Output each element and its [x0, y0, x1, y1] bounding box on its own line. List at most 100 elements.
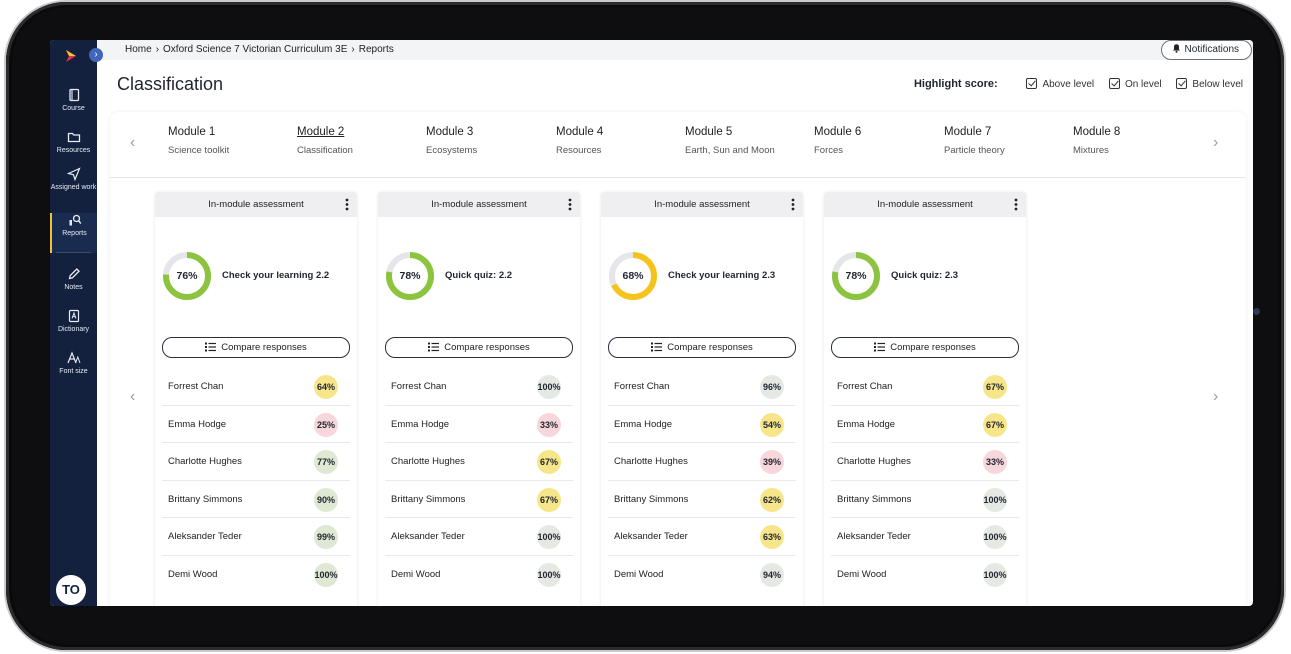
student-row[interactable]: Brittany Simmons 90%: [162, 481, 350, 518]
student-row[interactable]: Brittany Simmons 100%: [831, 481, 1019, 518]
assessment-name[interactable]: Check your learning 2.3: [668, 270, 776, 281]
assessment-name[interactable]: Quick quiz: 2.3: [891, 270, 959, 281]
compare-responses-button[interactable]: Compare responses: [608, 337, 796, 358]
student-row[interactable]: Emma Hodge 54%: [608, 406, 796, 443]
assessment-name[interactable]: Check your learning 2.2: [222, 270, 330, 281]
sidebar-item-label: Resources: [56, 147, 91, 154]
student-row[interactable]: Brittany Simmons 67%: [385, 481, 573, 518]
sidebar-item-resources[interactable]: Resources: [50, 130, 97, 170]
student-row[interactable]: Forrest Chan 64%: [162, 368, 350, 406]
tablet-frame: › Course Resources Assigned work Reports…: [6, 2, 1284, 650]
checkbox-on-level[interactable]: On level: [1108, 78, 1162, 90]
tab-module-4[interactable]: Module 4 Resources: [556, 126, 681, 156]
student-row[interactable]: Brittany Simmons 62%: [608, 481, 796, 518]
student-name: Forrest Chan: [168, 381, 224, 392]
compare-responses-button[interactable]: Compare responses: [162, 337, 350, 358]
tab-module-5[interactable]: Module 5 Earth, Sun and Moon: [685, 126, 810, 156]
student-score-badge: 90%: [314, 487, 338, 512]
student-row[interactable]: Aleksander Teder 63%: [608, 518, 796, 556]
student-row[interactable]: Emma Hodge 67%: [831, 406, 1019, 443]
more-options-icon[interactable]: [568, 198, 572, 211]
student-row[interactable]: Forrest Chan 67%: [831, 368, 1019, 406]
assessment-name[interactable]: Quick quiz: 2.2: [445, 270, 513, 281]
sidebar-item-assigned-work[interactable]: Assigned work: [50, 167, 97, 207]
student-score-badge: 77%: [314, 450, 338, 474]
student-row[interactable]: Charlotte Hughes 77%: [162, 443, 350, 481]
student-row[interactable]: Charlotte Hughes 67%: [385, 443, 573, 481]
student-row[interactable]: Emma Hodge 33%: [385, 406, 573, 443]
more-options-icon[interactable]: [791, 198, 795, 211]
student-row[interactable]: Emma Hodge 25%: [162, 406, 350, 443]
tab-module-8[interactable]: Module 8 Mixtures: [1073, 126, 1198, 156]
tab-subtitle: Science toolkit: [168, 145, 230, 156]
student-row[interactable]: Demi Wood 100%: [162, 556, 350, 594]
student-score-badge: 100%: [314, 562, 338, 587]
student-name: Demi Wood: [614, 568, 664, 580]
student-row[interactable]: Charlotte Hughes 39%: [608, 443, 796, 481]
student-row[interactable]: Charlotte Hughes 33%: [831, 443, 1019, 481]
student-score-badge: 64%: [314, 375, 338, 399]
tab-module-7[interactable]: Module 7 Particle theory: [944, 126, 1069, 156]
avatar[interactable]: TO: [56, 575, 86, 605]
cards-next-icon[interactable]: ›: [1213, 388, 1219, 405]
student-name: Charlotte Hughes: [837, 456, 911, 467]
student-score-badge: 63%: [760, 525, 784, 549]
tab-subtitle: Classification: [297, 145, 353, 156]
assessment-card: In-module assessment 78% Quick quiz: 2.3 Co…: [824, 192, 1026, 606]
student-score-badge: 100%: [537, 525, 561, 549]
breadcrumb-home-link[interactable]: Home: [125, 44, 152, 55]
breadcrumb: Home › Oxford Science 7 Victorian Curricul…: [125, 44, 394, 55]
checkbox-below-level[interactable]: Below level: [1176, 78, 1243, 90]
tab-module-6[interactable]: Module 6 Forces: [814, 126, 939, 156]
sidebar-item-course[interactable]: Course: [50, 88, 97, 128]
compare-responses-button[interactable]: Compare responses: [385, 337, 573, 358]
tab-title: Module 6: [814, 126, 862, 138]
student-score-badge: 100%: [537, 562, 561, 587]
send-icon: [66, 167, 81, 181]
chevron-left-icon[interactable]: ‹: [130, 134, 136, 151]
student-row[interactable]: Demi Wood 100%: [831, 556, 1019, 594]
student-row[interactable]: Forrest Chan 96%: [608, 368, 796, 406]
student-row[interactable]: Demi Wood 100%: [385, 556, 573, 594]
student-row[interactable]: Forrest Chan 100%: [385, 368, 573, 406]
student-name: Brittany Simmons: [614, 493, 689, 505]
more-options-icon[interactable]: [1014, 198, 1018, 211]
sidebar-collapse-button[interactable]: ›: [89, 48, 103, 62]
sidebar-item-dictionary[interactable]: Dictionary: [50, 309, 97, 349]
tab-subtitle: Forces: [814, 145, 844, 156]
sidebar-item-notes[interactable]: Notes: [50, 267, 97, 307]
sidebar-item-reports[interactable]: Reports: [50, 213, 97, 253]
checkbox-above-level[interactable]: Above level: [1026, 78, 1094, 90]
student-row[interactable]: Aleksander Teder 99%: [162, 518, 350, 556]
chevron-right-icon[interactable]: ›: [1213, 134, 1219, 151]
student-row[interactable]: Aleksander Teder 100%: [831, 518, 1019, 556]
notifications-label: Notifications: [1184, 44, 1239, 55]
cards-prev-icon[interactable]: ‹: [130, 388, 136, 405]
tab-subtitle: Particle theory: [944, 145, 1005, 156]
tab-module-3[interactable]: Module 3 Ecosystems: [426, 126, 551, 156]
sidebar-item-label: Assigned work: [50, 184, 97, 191]
student-name: Demi Wood: [168, 568, 218, 580]
notifications-button[interactable]: Notifications: [1160, 40, 1252, 60]
tab-module-1[interactable]: Module 1 Science toolkit: [168, 126, 293, 156]
tab-module-2[interactable]: Module 2 Classification: [297, 126, 422, 156]
more-options-icon[interactable]: [345, 198, 349, 211]
sidebar-item-font-size[interactable]: Font size: [50, 351, 97, 391]
tab-title: Module 3: [426, 126, 474, 138]
breadcrumb-course-link[interactable]: Oxford Science 7 Victorian Curriculum 3E: [163, 44, 348, 55]
report-panel: ‹ › Module 1 Science toolkit Module 2 Class…: [110, 112, 1246, 606]
score-ring: [832, 252, 880, 300]
checkbox-label: Above level: [1042, 79, 1095, 90]
student-name: Emma Hodge: [391, 418, 450, 430]
list-icon: [874, 342, 886, 352]
student-row[interactable]: Demi Wood 94%: [608, 556, 796, 594]
score-percent: 78%: [399, 270, 421, 282]
sidebar-item-label: Font size: [59, 368, 88, 375]
score-ring: [609, 252, 657, 300]
student-row[interactable]: Aleksander Teder 100%: [385, 518, 573, 556]
checkbox-checked-icon: [1026, 78, 1038, 89]
student-score-badge: 67%: [537, 487, 561, 512]
app-logo-icon: [66, 50, 76, 62]
sidebar-item-label: Dictionary: [57, 326, 90, 333]
compare-responses-button[interactable]: Compare responses: [831, 337, 1019, 358]
